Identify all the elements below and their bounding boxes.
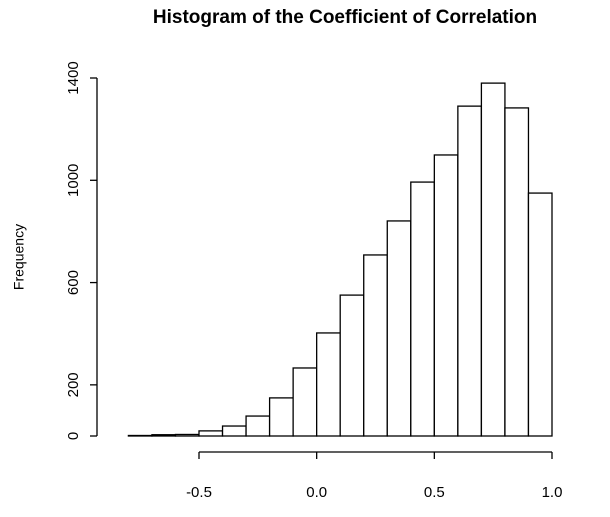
- bar: [386, 220, 412, 437]
- y-tick-label: 1400: [65, 61, 82, 94]
- bar: [316, 332, 341, 437]
- bar: [410, 181, 435, 437]
- chart-title: Histogram of the Coefficient of Correlat…: [153, 7, 537, 28]
- x-tick-label: 1.0: [542, 484, 563, 501]
- bar: [198, 430, 224, 437]
- bar: [363, 254, 388, 437]
- bar: [127, 434, 153, 437]
- y-tick-label: 600: [65, 270, 82, 295]
- x-tick-label: -0.5: [186, 484, 212, 501]
- y-axis-label: Frequency: [11, 224, 27, 290]
- bar: [221, 425, 247, 437]
- bar: [457, 105, 483, 437]
- bar: [245, 415, 271, 437]
- bar: [174, 433, 200, 437]
- x-tick-label: 0.5: [424, 484, 445, 501]
- bar: [268, 397, 294, 437]
- y-tick-label: 200: [65, 372, 82, 397]
- bar: [433, 154, 459, 437]
- x-tick-label: 0.0: [306, 484, 327, 501]
- bar: [480, 82, 506, 437]
- bar: [527, 192, 553, 437]
- y-tick-label: 0: [65, 432, 82, 440]
- bar: [151, 434, 177, 437]
- bar: [504, 107, 530, 437]
- bar: [339, 294, 365, 437]
- bar: [292, 367, 318, 437]
- y-tick-label: 1000: [65, 164, 82, 197]
